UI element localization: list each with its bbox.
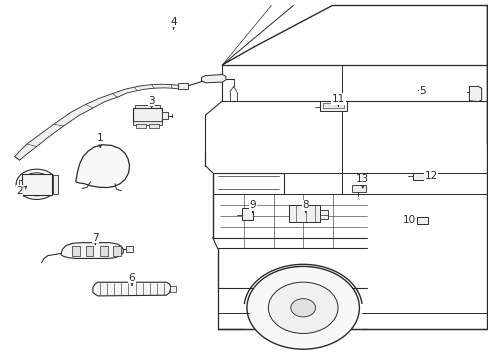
Bar	[320, 210, 327, 219]
Text: 9: 9	[249, 200, 256, 210]
Bar	[242, 208, 252, 220]
Bar	[416, 217, 427, 224]
Text: 2: 2	[16, 186, 23, 196]
Circle shape	[268, 282, 337, 333]
Polygon shape	[468, 86, 481, 102]
Bar	[162, 112, 168, 119]
Bar	[322, 103, 344, 108]
Bar	[135, 105, 160, 108]
Circle shape	[290, 299, 315, 317]
Text: 11: 11	[331, 94, 345, 104]
Bar	[53, 175, 58, 194]
Text: 6: 6	[128, 273, 135, 283]
Text: 3: 3	[148, 96, 155, 106]
Bar	[100, 246, 108, 256]
Polygon shape	[15, 84, 178, 160]
Polygon shape	[76, 145, 129, 188]
Bar	[178, 83, 188, 89]
Bar	[320, 101, 346, 111]
Polygon shape	[201, 75, 225, 83]
Bar	[21, 174, 52, 195]
Polygon shape	[93, 282, 171, 296]
Text: 12: 12	[424, 171, 437, 181]
Bar	[19, 180, 22, 185]
Bar	[170, 286, 176, 292]
Text: 5: 5	[419, 86, 426, 96]
Bar	[288, 205, 320, 222]
Bar	[133, 108, 162, 122]
Text: 10: 10	[403, 215, 415, 225]
Text: 4: 4	[170, 17, 177, 27]
Text: 13: 13	[355, 174, 369, 184]
Bar	[113, 246, 121, 256]
Polygon shape	[61, 243, 123, 258]
Bar	[19, 188, 22, 194]
Bar	[133, 121, 162, 125]
Circle shape	[63, 249, 68, 252]
Bar	[351, 185, 365, 192]
Bar	[85, 246, 93, 256]
Text: 8: 8	[302, 200, 308, 210]
Circle shape	[246, 266, 359, 349]
Bar	[126, 246, 133, 252]
Text: 1: 1	[97, 132, 103, 143]
Bar	[412, 173, 428, 180]
Bar	[136, 124, 145, 128]
Bar	[149, 124, 159, 128]
Circle shape	[119, 249, 123, 252]
Text: 7: 7	[92, 233, 99, 243]
Bar	[72, 246, 80, 256]
